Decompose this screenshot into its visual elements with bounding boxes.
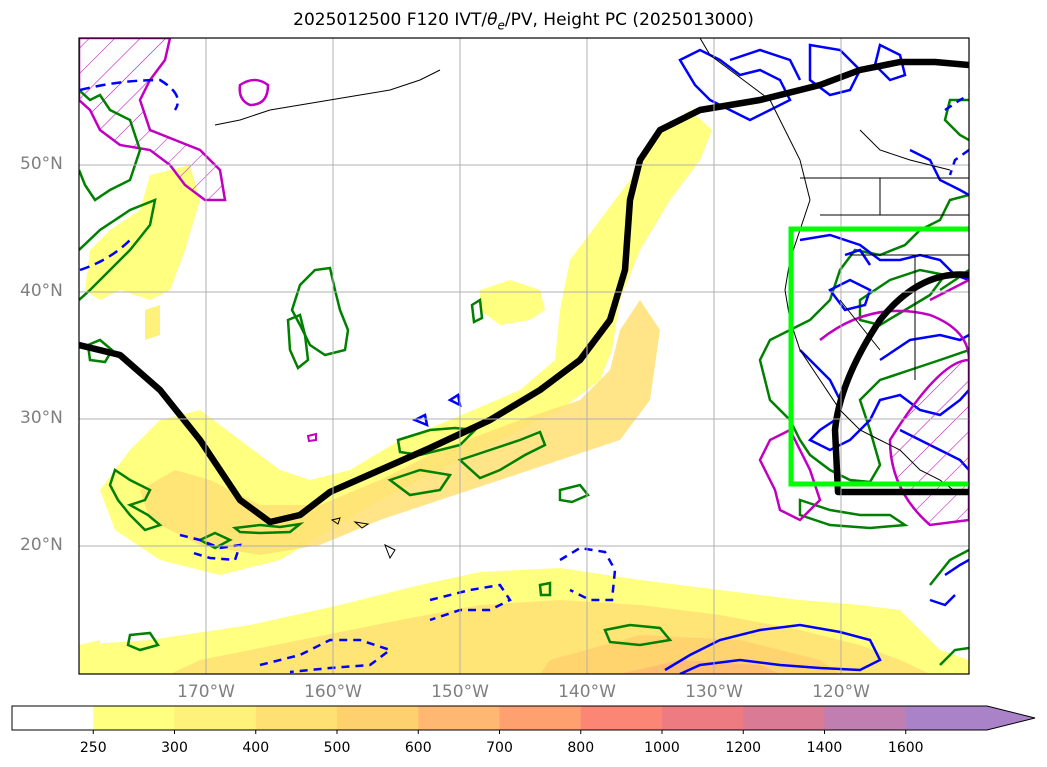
lat-label-50n: 50°N (20, 154, 63, 174)
lon-label-160w: 160°W (304, 682, 362, 702)
colorbar-tick-label: 1000 (644, 740, 680, 756)
colorbar-tick-label: 1600 (887, 740, 924, 756)
colorbar-tick-label: 600 (404, 740, 432, 756)
lat-label-40n: 40°N (20, 281, 63, 301)
height-pc-contour (79, 58, 969, 526)
lon-label-140w: 140°W (558, 682, 616, 702)
green-contours (79, 89, 969, 666)
colorbar-tick-label: 700 (486, 740, 513, 756)
colorbar-tick-label: 1200 (725, 740, 762, 756)
map-title: 2025012500 F120 IVT/θe/PV, Height PC (20… (293, 10, 754, 33)
colorbar-tick-label: 400 (242, 740, 270, 756)
colorbar-tick-label: 800 (567, 740, 595, 756)
colorbar-tick-label: 250 (79, 740, 107, 756)
colorbar-tick-label: 1400 (806, 740, 843, 756)
lon-label-130w: 130°W (685, 682, 743, 702)
graticule (79, 38, 969, 674)
map-frame (78, 37, 970, 675)
coastlines (214, 38, 969, 560)
lon-label-120w: 120°W (812, 682, 870, 702)
colorbar-tick-label: 300 (161, 740, 188, 756)
colorbar-tick-label: 500 (323, 740, 351, 756)
lat-label-20n: 20°N (20, 535, 63, 555)
lon-label-170w: 170°W (177, 682, 235, 702)
height-pc-contour-east (831, 271, 969, 496)
region-box (788, 226, 969, 487)
lat-label-30n: 30°N (20, 408, 63, 428)
lon-label-150w: 150°W (431, 682, 489, 702)
